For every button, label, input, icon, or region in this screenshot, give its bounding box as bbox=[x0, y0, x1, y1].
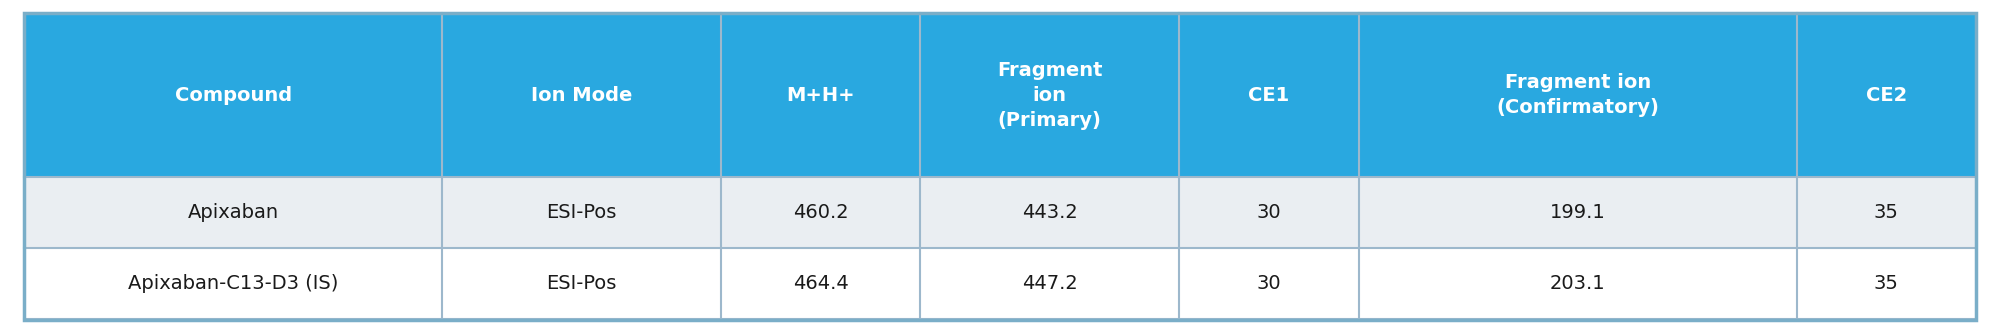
Bar bbox=[1796, 248, 1976, 319]
Text: CE1: CE1 bbox=[1248, 86, 1290, 105]
Bar bbox=[442, 177, 722, 248]
Text: Apixaban-C13-D3 (IS): Apixaban-C13-D3 (IS) bbox=[128, 274, 338, 293]
Bar bbox=[1180, 177, 1358, 248]
Bar bbox=[920, 13, 1180, 177]
Text: Fragment
ion
(Primary): Fragment ion (Primary) bbox=[998, 61, 1102, 130]
Bar bbox=[722, 13, 920, 177]
Bar bbox=[1358, 13, 1796, 177]
Bar bbox=[24, 248, 442, 319]
Text: 447.2: 447.2 bbox=[1022, 274, 1078, 293]
Text: 443.2: 443.2 bbox=[1022, 203, 1078, 222]
Bar bbox=[722, 177, 920, 248]
Bar bbox=[920, 248, 1180, 319]
Bar bbox=[722, 248, 920, 319]
Text: CE2: CE2 bbox=[1866, 86, 1906, 105]
Text: 203.1: 203.1 bbox=[1550, 274, 1606, 293]
Bar bbox=[920, 177, 1180, 248]
Text: 30: 30 bbox=[1256, 203, 1282, 222]
Text: M+H+: M+H+ bbox=[786, 86, 856, 105]
Bar bbox=[1796, 13, 1976, 177]
Bar bbox=[24, 177, 442, 248]
Text: 35: 35 bbox=[1874, 203, 1898, 222]
Bar bbox=[1180, 13, 1358, 177]
Text: Compound: Compound bbox=[174, 86, 292, 105]
Text: ESI-Pos: ESI-Pos bbox=[546, 203, 616, 222]
Text: ESI-Pos: ESI-Pos bbox=[546, 274, 616, 293]
Bar bbox=[1180, 248, 1358, 319]
Bar bbox=[442, 248, 722, 319]
Text: 464.4: 464.4 bbox=[792, 274, 848, 293]
Text: 35: 35 bbox=[1874, 274, 1898, 293]
Bar bbox=[1796, 177, 1976, 248]
Text: 199.1: 199.1 bbox=[1550, 203, 1606, 222]
Bar bbox=[1358, 248, 1796, 319]
Text: Apixaban: Apixaban bbox=[188, 203, 278, 222]
Bar bbox=[442, 13, 722, 177]
Bar bbox=[24, 13, 442, 177]
Bar bbox=[1358, 177, 1796, 248]
Text: Ion Mode: Ion Mode bbox=[532, 86, 632, 105]
Text: 460.2: 460.2 bbox=[792, 203, 848, 222]
Text: Fragment ion
(Confirmatory): Fragment ion (Confirmatory) bbox=[1496, 73, 1660, 117]
Text: 30: 30 bbox=[1256, 274, 1282, 293]
